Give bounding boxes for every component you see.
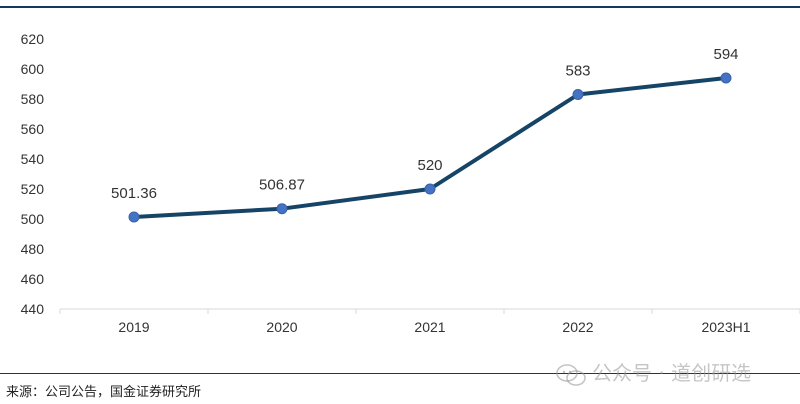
y-tick-label: 500 <box>21 211 45 227</box>
x-tick-label: 2023H1 <box>701 319 750 335</box>
data-label: 520 <box>417 157 442 174</box>
y-tick-label: 560 <box>21 121 45 137</box>
x-tick-label: 2020 <box>266 319 297 335</box>
line-chart: 440 460 480 500 520 540 560 580 600 620 2019 2020 20… <box>21 31 800 335</box>
data-point <box>276 203 288 215</box>
data-label: 594 <box>713 46 738 63</box>
data-label: 501.36 <box>111 185 157 202</box>
wechat-icon <box>556 363 586 386</box>
x-tick-label: 2022 <box>562 319 593 335</box>
y-tick-label: 440 <box>21 301 45 317</box>
data-point <box>572 89 584 100</box>
y-tick-label: 540 <box>21 151 45 167</box>
watermark: 公众号 · 道创研选 <box>556 357 751 386</box>
chart-svg: 440 460 480 500 520 540 560 580 600 620 2019 2020 20… <box>21 31 800 335</box>
x-tick-label: 2021 <box>414 319 445 335</box>
data-point <box>424 183 436 195</box>
data-point <box>720 72 732 84</box>
bottom-rule <box>0 373 800 374</box>
y-tick-label: 580 <box>21 91 45 107</box>
series-line <box>132 76 728 219</box>
y-tick-label: 620 <box>21 31 45 47</box>
watermark-text: 公众号 · 道创研选 <box>592 361 752 385</box>
y-tick-label: 600 <box>21 61 45 77</box>
y-tick-label: 480 <box>21 241 45 257</box>
data-label: 583 <box>565 63 590 80</box>
data-label: 506.87 <box>259 177 305 194</box>
data-point <box>128 211 140 223</box>
source-note: 来源：公司公告，国金证券研究所 <box>6 385 202 400</box>
top-rule <box>0 6 800 8</box>
y-tick-label: 520 <box>21 181 45 197</box>
y-tick-label: 460 <box>21 271 45 287</box>
x-tick-label: 2019 <box>118 319 149 335</box>
